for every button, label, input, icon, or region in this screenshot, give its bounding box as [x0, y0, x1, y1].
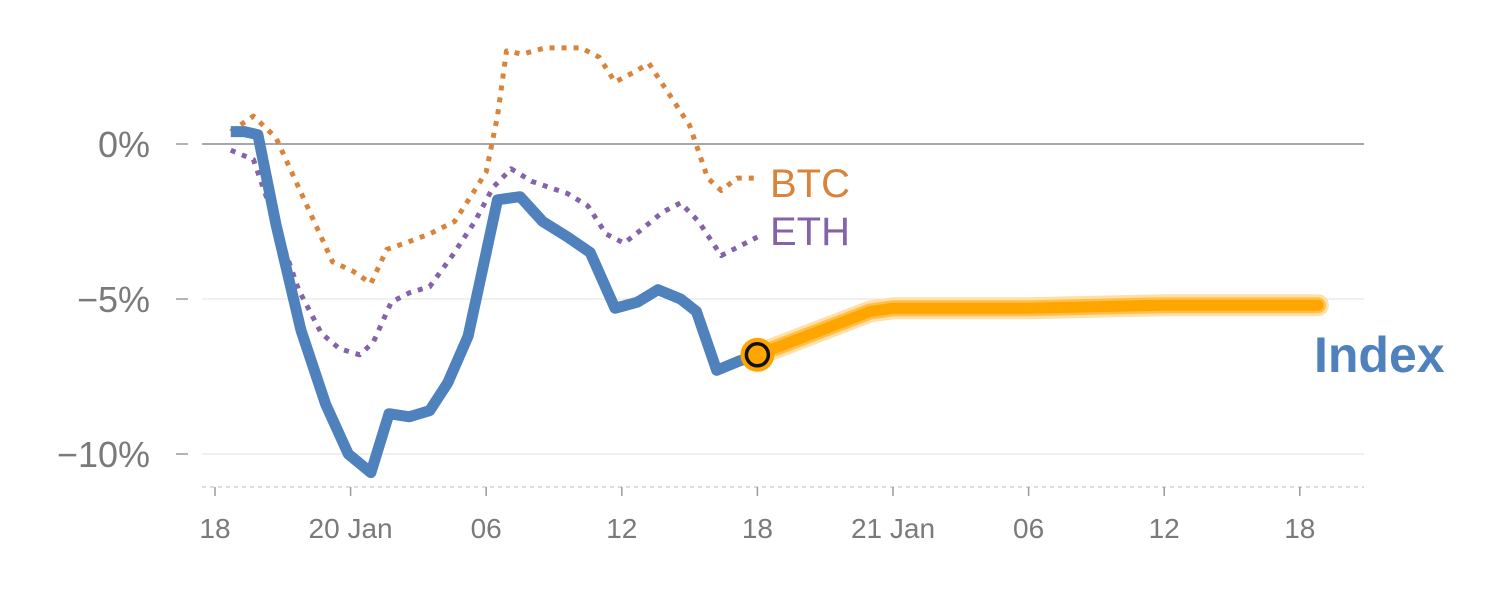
x-tick-label: 12	[1149, 513, 1180, 544]
series-index-forecast-line	[751, 299, 1324, 361]
axis-layer: 0% −5% −10% 18 20 Jan 06 12 18 21 Jan 06 12 18	[57, 124, 1364, 544]
y-tick-label: −5%	[77, 279, 150, 320]
latest-value-marker	[744, 342, 771, 368]
series-label-index: Index	[1314, 327, 1445, 383]
series-btc-line	[229, 45, 758, 286]
x-tick-label: 18	[742, 513, 773, 544]
y-tick-label: −10%	[57, 434, 150, 475]
series-layer	[229, 45, 1329, 479]
x-tick-label: 18	[199, 513, 230, 544]
y-tick-label: 0%	[98, 124, 150, 165]
x-tick-label: 12	[606, 513, 637, 544]
x-tick-label: 21 Jan	[851, 513, 935, 544]
x-tick-label: 06	[471, 513, 502, 544]
marker-layer	[740, 337, 775, 372]
series-eth-line	[229, 147, 759, 358]
series-label-eth: ETH	[770, 210, 850, 254]
series-index-line	[230, 126, 760, 479]
x-tick-label: 20 Jan	[309, 513, 393, 544]
series-label-btc: BTC	[770, 162, 850, 206]
x-tick-label: 06	[1013, 513, 1044, 544]
x-tick-label: 18	[1284, 513, 1315, 544]
